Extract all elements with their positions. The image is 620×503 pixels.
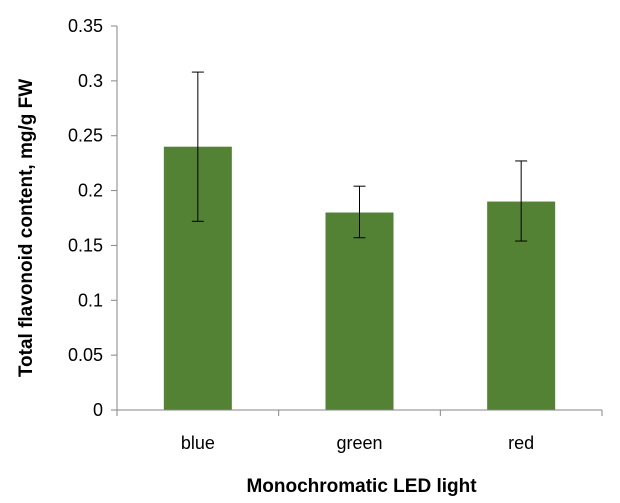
- x-axis-ticks: [116, 410, 603, 416]
- y-tick-label: 0.15: [68, 235, 103, 255]
- x-tick-label-red: red: [508, 433, 534, 453]
- y-axis-title: Total flavonoid content, mg/g FW: [16, 79, 37, 377]
- y-axis-tick-labels: 0 0.05 0.1 0.15 0.2 0.25 0.3 0.35: [68, 16, 103, 420]
- x-axis-tick-labels: blue green red: [181, 433, 534, 453]
- y-tick-label: 0.2: [78, 181, 103, 201]
- bars: [163, 146, 556, 410]
- error-bar-red: [515, 160, 528, 242]
- x-tick-label-green: green: [336, 433, 382, 453]
- x-axis-title: Monochromatic LED light: [246, 476, 477, 497]
- y-axis-ticks: [111, 25, 117, 411]
- y-tick-label: 0.05: [68, 345, 103, 365]
- y-tick-label: 0: [93, 400, 103, 420]
- y-tick-label: 0.1: [78, 290, 103, 310]
- y-tick-label: 0.25: [68, 126, 103, 146]
- x-tick-label-blue: blue: [181, 433, 215, 453]
- y-tick-label: 0.35: [68, 16, 103, 36]
- y-tick-label: 0.3: [78, 71, 103, 91]
- error-bar-green: [353, 185, 366, 239]
- error-bars: [191, 71, 528, 242]
- bar-green: [325, 212, 394, 410]
- error-bar-blue: [191, 71, 204, 222]
